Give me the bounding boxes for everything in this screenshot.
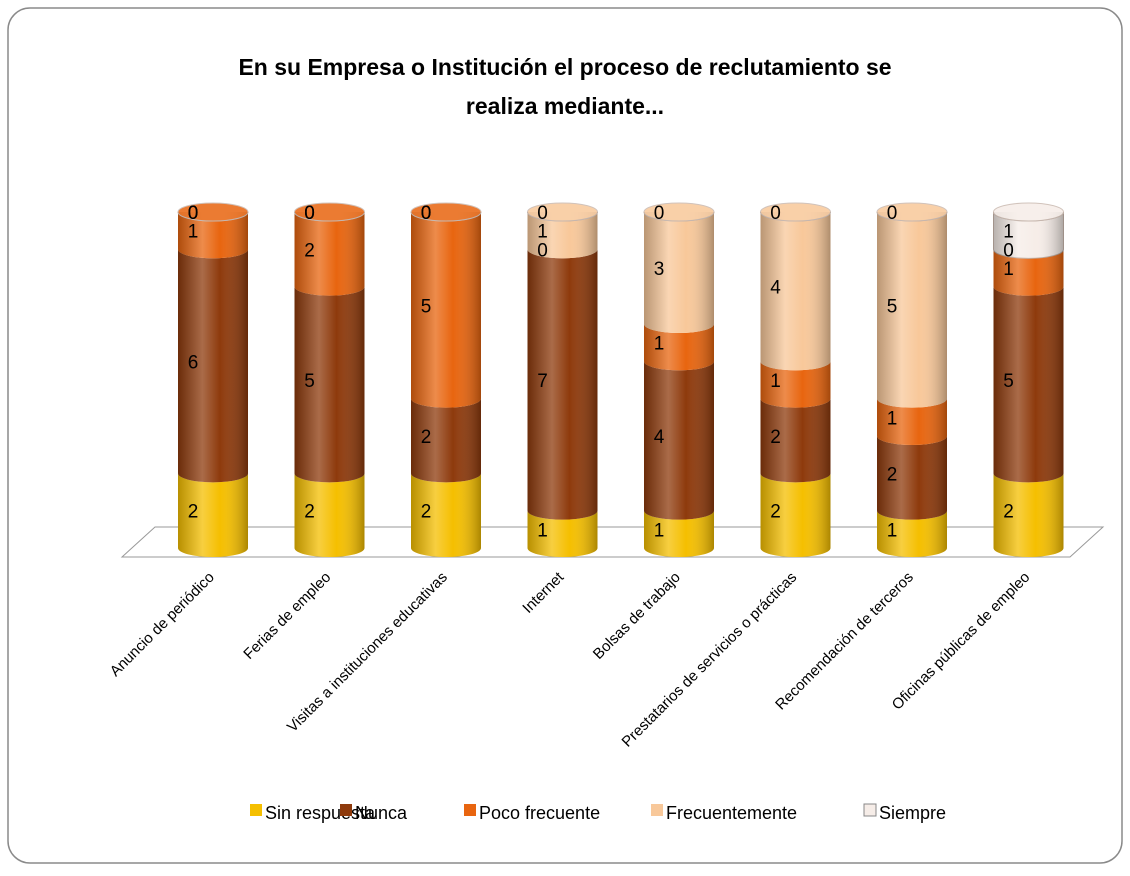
value-label: 2 <box>1003 502 1014 523</box>
value-label: 0 <box>537 203 548 224</box>
value-label: 2 <box>887 464 898 485</box>
value-label: 0 <box>304 203 315 224</box>
value-label: 0 <box>188 203 199 224</box>
value-label: 0 <box>188 203 199 224</box>
cylinder-top <box>527 202 598 222</box>
value-label: 0 <box>537 240 548 261</box>
value-label: 4 <box>770 278 781 299</box>
value-label: 3 <box>654 259 665 280</box>
value-label: 1 <box>654 520 665 541</box>
cylinder-shade <box>877 212 947 557</box>
legend-swatch <box>464 804 476 816</box>
value-label: 1 <box>1003 259 1014 280</box>
value-label: 1 <box>1003 222 1014 243</box>
value-label: 2 <box>304 240 315 261</box>
legend-swatch <box>250 804 262 816</box>
legend-swatch <box>863 803 877 817</box>
legend-label: Nunca <box>355 803 408 823</box>
value-label: 4 <box>654 427 665 448</box>
cylinder-shade <box>993 212 1064 557</box>
value-label: 1 <box>887 408 898 429</box>
cylinder-top <box>294 202 365 222</box>
value-label: 2 <box>304 502 315 523</box>
cylinder-shade <box>178 212 248 557</box>
cylinder-shade <box>411 212 481 557</box>
legend-label: Siempre <box>879 803 946 823</box>
value-label: 2 <box>770 502 781 523</box>
value-label: 1 <box>188 222 199 243</box>
legend-label: Frecuentemente <box>666 803 797 823</box>
cylinder-top <box>760 202 831 222</box>
value-label: 1 <box>537 520 548 541</box>
value-label: 2 <box>188 502 199 523</box>
cylinder-shade <box>527 212 598 557</box>
cylinder-shade <box>644 212 714 557</box>
floor <box>120 526 1105 558</box>
legend-swatch <box>651 804 663 816</box>
value-label: 0 <box>770 203 781 224</box>
value-label: 0 <box>887 203 898 224</box>
value-label: 1 <box>770 371 781 392</box>
value-label: 2 <box>421 502 432 523</box>
value-label: 5 <box>887 296 898 317</box>
value-label: 5 <box>304 371 315 392</box>
value-label: 1 <box>537 222 548 243</box>
value-label: 2 <box>770 427 781 448</box>
legend-swatch <box>340 804 352 816</box>
cylinder-shade <box>294 212 365 557</box>
value-label: 6 <box>188 352 199 373</box>
legend-label: Poco frecuente <box>479 803 600 823</box>
cylinder-top <box>876 202 948 222</box>
value-label: 0 <box>421 203 432 224</box>
value-label: 0 <box>421 203 432 224</box>
value-label: 1 <box>654 334 665 355</box>
value-label: 5 <box>1003 371 1014 392</box>
value-label: 5 <box>421 296 432 317</box>
cylinder-top <box>993 202 1064 222</box>
value-label: 0 <box>654 203 665 224</box>
value-label: 1 <box>887 520 898 541</box>
cylinder-top <box>177 202 249 222</box>
cylinder-shade <box>760 212 831 557</box>
value-label: 0 <box>304 203 315 224</box>
value-label: 7 <box>537 371 548 392</box>
chart-title: En su Empresa o Institución el proceso d… <box>238 54 891 119</box>
cylinder-top <box>643 202 715 222</box>
value-label: 2 <box>421 427 432 448</box>
value-label: 0 <box>1003 240 1014 261</box>
cylinder-top <box>410 202 482 222</box>
